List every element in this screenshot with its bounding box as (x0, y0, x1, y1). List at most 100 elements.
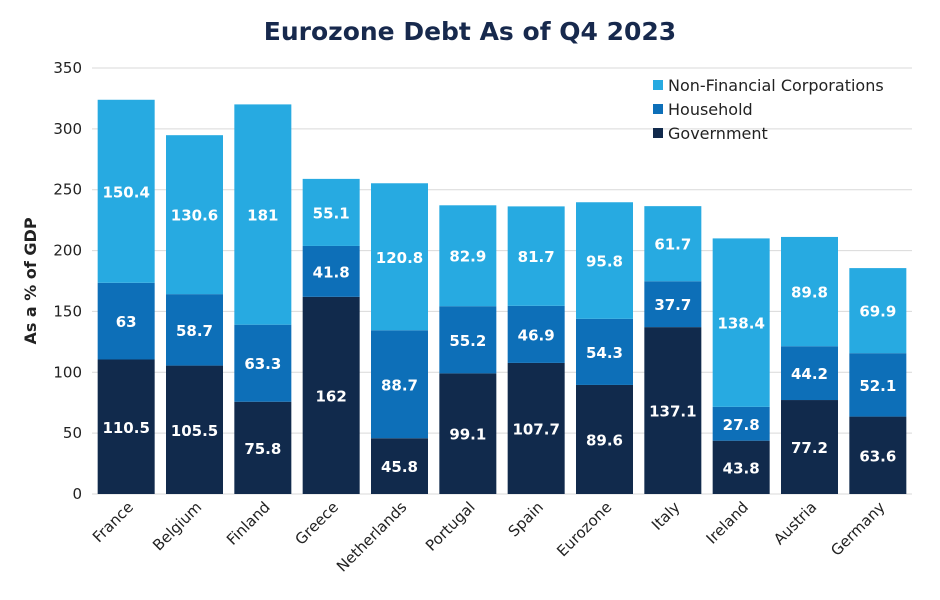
legend-label-government: Government (668, 124, 768, 143)
data-label: 63.6 (859, 447, 896, 465)
data-label: 130.6 (171, 207, 218, 225)
y-tick-label: 150 (53, 302, 82, 320)
data-label: 27.8 (723, 416, 760, 434)
data-label: 110.5 (102, 419, 149, 437)
y-tick-label: 0 (72, 485, 82, 503)
bar-segment-non-financial-corporations-greece (302, 178, 360, 246)
bar-group-netherlands: 45.8 88.7 120.8 (371, 183, 428, 494)
y-tick-label: 100 (53, 363, 82, 381)
bar-group-italy: 137.1 37.7 61.7 (644, 206, 702, 494)
legend-swatch-government (653, 128, 663, 138)
legend-swatch-household (653, 104, 663, 114)
data-label: 89.8 (791, 284, 828, 302)
data-label: 58.7 (176, 322, 213, 340)
bar-group-greece: 162 41.8 55.1 (302, 178, 360, 494)
bar-segment-household-ireland (712, 406, 770, 441)
bar-segment-non-financial-corporations-eurozone (576, 202, 633, 319)
bar-segment-non-financial-corporations-italy (644, 206, 702, 282)
bar-segment-government-germany (849, 416, 907, 494)
bar-group-france: 110.5 63 150.4 (97, 99, 155, 494)
bar-segment-government-ireland (712, 440, 770, 494)
bar-segment-government-belgium (166, 365, 223, 494)
bar-segment-non-financial-corporations-germany (849, 268, 907, 354)
bar-group-portugal: 99.1 55.2 82.9 (439, 205, 497, 494)
data-label: 54.3 (586, 344, 623, 362)
bar-group-spain: 107.7 46.9 81.7 (507, 206, 565, 494)
data-label: 77.2 (791, 439, 828, 457)
bar-segment-government-italy (644, 327, 702, 494)
bar-segment-government-netherlands (371, 438, 428, 494)
x-tick-label: France (89, 498, 137, 546)
data-label: 55.2 (449, 332, 486, 350)
data-label: 61.7 (654, 236, 691, 254)
bar-segment-government-eurozone (576, 384, 633, 494)
data-label: 52.1 (859, 377, 896, 395)
data-label: 120.8 (376, 249, 423, 267)
bar-segment-household-germany (849, 353, 907, 417)
x-tick-label: Italy (648, 498, 684, 534)
chart-title: Eurozone Debt As of Q4 2023 (264, 17, 676, 46)
data-label: 55.1 (313, 204, 350, 222)
bar-segment-household-france (97, 282, 155, 360)
bar-segment-non-financial-corporations-portugal (439, 205, 497, 307)
x-tick-label: Eurozone (553, 498, 615, 560)
bar-segment-non-financial-corporations-spain (507, 206, 565, 306)
data-label: 75.8 (244, 440, 281, 458)
data-label: 63 (116, 313, 137, 331)
data-label: 81.7 (518, 248, 555, 266)
bar-segment-government-finland (234, 401, 292, 494)
bar-segment-household-finland (234, 324, 292, 402)
legend-label-non-financial-corporations: Non-Financial Corporations (668, 76, 884, 95)
data-label: 107.7 (512, 420, 559, 438)
bar-group-finland: 75.8 63.3 181 (234, 104, 292, 494)
bar-segment-household-portugal (439, 306, 497, 374)
legend: Non-Financial Corporations Household Gover… (653, 76, 884, 143)
y-axis-label: As a % of GDP (21, 217, 40, 344)
data-label: 82.9 (449, 248, 486, 266)
data-label: 37.7 (654, 296, 691, 314)
bar-segment-non-financial-corporations-france (97, 99, 155, 283)
data-label: 44.2 (791, 365, 828, 383)
y-tick-label: 50 (63, 424, 82, 442)
data-label: 137.1 (649, 403, 696, 421)
bar-group-germany: 63.6 52.1 69.9 (849, 268, 907, 494)
legend-label-household: Household (668, 100, 753, 119)
x-tick-label: Netherlands (333, 498, 411, 576)
legend-swatch-non-financial-corporations (653, 80, 663, 90)
bar-segment-government-greece (302, 296, 360, 494)
bar-segment-government-spain (507, 362, 565, 494)
bar-group-eurozone: 89.6 54.3 95.8 (576, 202, 633, 494)
y-axis-ticks: 0 50 100 150 200 250 300 350 (53, 59, 82, 503)
x-tick-label: Ireland (703, 498, 752, 547)
bar-segment-non-financial-corporations-netherlands (371, 183, 428, 331)
bar-segment-household-eurozone (576, 318, 633, 385)
bar-segment-government-portugal (439, 373, 497, 494)
y-tick-label: 250 (53, 181, 82, 199)
x-tick-label: Belgium (149, 498, 205, 554)
bar-segment-non-financial-corporations-ireland (712, 238, 770, 407)
data-label: 88.7 (381, 376, 418, 394)
data-label: 150.4 (102, 183, 149, 201)
x-tick-label: Finland (223, 498, 274, 549)
bar-segment-household-greece (302, 245, 360, 297)
bars: 110.5 63 150.4 105.5 58.7 130.6 75.8 63.3 181 162… (97, 99, 907, 494)
data-label: 162 (316, 387, 347, 405)
gridlines (92, 67, 912, 495)
data-label: 181 (247, 207, 278, 225)
x-tick-label: Spain (505, 498, 547, 540)
bar-segment-household-italy (644, 281, 702, 328)
bar-segment-non-financial-corporations-belgium (166, 135, 223, 295)
data-label: 45.8 (381, 458, 418, 476)
x-tick-label: Germany (827, 498, 889, 560)
data-label: 89.6 (586, 431, 623, 449)
y-tick-label: 200 (53, 242, 82, 260)
bar-group-belgium: 105.5 58.7 130.6 (166, 135, 223, 494)
bar-segment-household-netherlands (371, 330, 428, 439)
data-label: 63.3 (244, 355, 281, 373)
x-tick-label: Greece (292, 498, 342, 548)
bar-segment-household-austria (781, 346, 838, 401)
bar-segment-household-belgium (166, 294, 223, 366)
bar-segment-household-spain (507, 305, 565, 363)
bar-segment-non-financial-corporations-finland (234, 104, 292, 325)
